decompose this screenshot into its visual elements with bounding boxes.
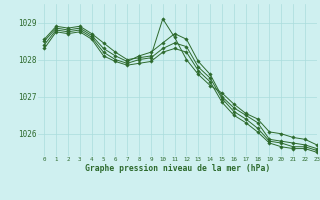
X-axis label: Graphe pression niveau de la mer (hPa): Graphe pression niveau de la mer (hPa) <box>85 164 270 173</box>
